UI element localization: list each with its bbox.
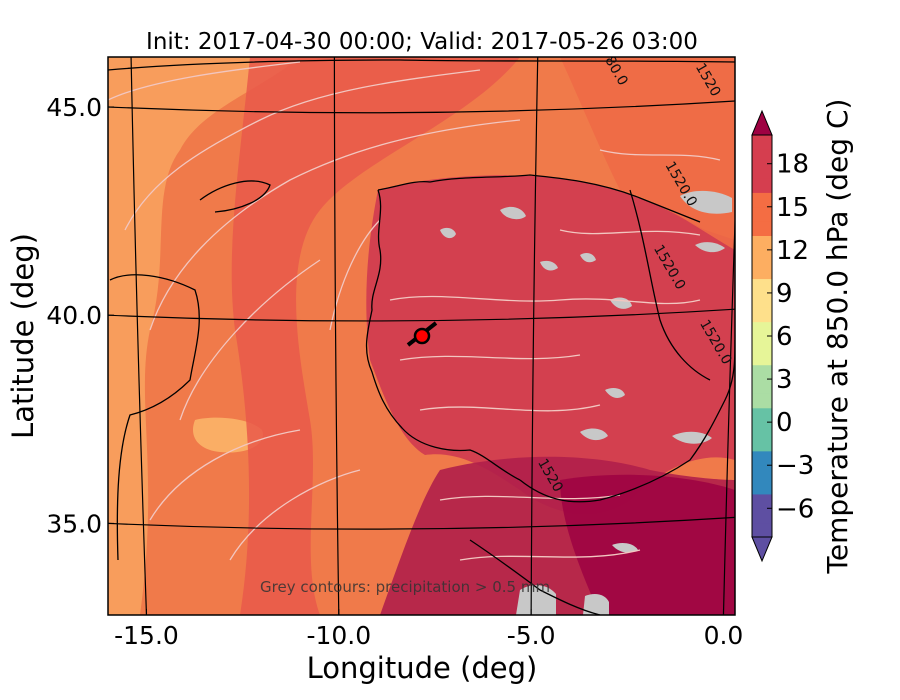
y-axis: 35.0 40.0 45.0 [46,93,114,538]
colorbar-tick-label: 18 [776,150,809,180]
y-axis-label: Latitude (deg) [6,233,40,439]
colorbar-band [752,307,772,323]
colorbar-tick-label: 15 [776,193,809,223]
parallel-line [108,516,735,530]
colorbar-tick-label: 0 [776,408,793,438]
colorbar-max-arrow [751,109,773,136]
colorbar-band [752,135,772,150]
colorbar-band [752,379,772,394]
location-marker [406,321,438,347]
colorbar-band [752,336,772,351]
meridian-line [530,57,539,615]
colorbar-band [752,393,772,409]
colorbar-band [752,235,772,251]
colorbar-min-arrow [751,536,773,563]
colorbar-band [752,407,772,423]
parallel-line [108,308,735,322]
x-axis-label: Longitude (deg) [307,651,538,685]
colorbar-band [752,436,772,452]
meridian-line [130,57,148,615]
colorbar-band [752,163,772,179]
colorbar-band [752,221,772,236]
colorbar-band [752,350,772,366]
colorbar-band [752,479,772,495]
precipitation-patches [440,190,732,615]
colorbar-band [752,292,772,308]
meridian-line [722,205,735,615]
x-axis: -15.0 -10.0 -5.0 0.0 [114,609,743,650]
y-tick-label: 40.0 [46,301,102,330]
colorbar-tick-label: 6 [776,322,793,352]
colorbar-band [752,465,772,481]
temperature-field-warm-blob [192,417,263,453]
colorbar-label: Temperature at 850.0 hPa (deg C) [821,99,854,575]
colorbar-tick-label: −3 [776,451,814,481]
colorbar-band [752,422,772,437]
colorbar-band [752,522,772,538]
colorbar-band [752,493,772,509]
map-title: Init: 2017-04-30 00:00; Valid: 2017-05-2… [146,29,698,55]
colorbar-band [752,178,772,193]
y-tick-label: 35.0 [46,509,102,538]
colorbar: −6 −3 0 3 6 9 12 15 18 [751,109,814,563]
temperature-field-mid-band [231,57,520,615]
map-frame [107,56,736,616]
colorbar-band [752,364,772,380]
colorbar-band [752,149,772,165]
x-tick-label: -10.0 [306,621,371,650]
coastlines [108,59,735,615]
colorbar-tick-label: 9 [776,279,793,309]
graticule [108,57,735,615]
precipitation-annotation: Grey contours: precipitation > 0.5 mm [260,578,550,596]
x-tick-label: 0.0 [704,621,744,650]
colorbar-band [752,264,772,280]
temperature-contours [108,61,721,561]
colorbar-tick-label: −6 [776,494,814,524]
parallel-line [108,100,735,114]
colorbar-tick-label: 12 [776,236,809,266]
iberia-land-temperature [366,175,735,514]
colorbar-band [752,192,772,208]
colorbar-band [752,321,772,337]
meridian-line [333,57,340,615]
colorbar-band [752,450,772,466]
colorbar-band [752,508,772,524]
temperature-field-hot-core [560,474,735,615]
y-tick-label: 45.0 [46,93,102,122]
colorbar-band [752,278,772,294]
colorbar-tick-label: 3 [776,365,793,395]
temperature-field-cool-band [108,57,300,615]
x-tick-label: -15.0 [114,621,179,650]
colorbar-band [752,206,772,222]
x-tick-label: -5.0 [507,621,556,650]
colorbar-band [752,249,772,265]
